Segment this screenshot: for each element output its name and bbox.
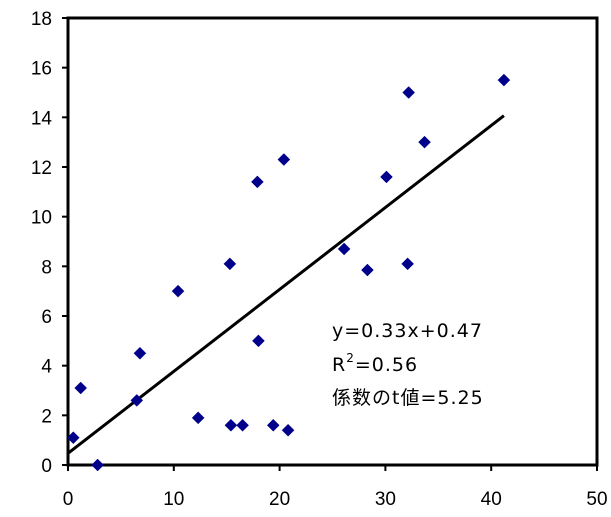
x-tick-label: 40 <box>481 489 502 510</box>
y-tick-label: 16 <box>31 59 52 80</box>
y-tick-label: 18 <box>31 9 52 30</box>
y-tick-label: 10 <box>31 208 52 229</box>
y-tick-label: 14 <box>31 108 53 129</box>
r-squared-prefix: R <box>332 354 346 376</box>
t-value-label: 係数のt値=5.25 <box>332 387 484 409</box>
y-tick-label: 12 <box>31 158 52 179</box>
x-tick-label: 10 <box>163 489 184 510</box>
x-axis-ticks: 0 10 20 30 40 50 <box>63 465 608 510</box>
y-tick-label: 2 <box>41 406 52 427</box>
equation-label: y=0.33x+0.47 <box>332 320 483 342</box>
y-tick-label: 6 <box>41 307 52 328</box>
y-tick-label: 8 <box>41 257 52 278</box>
x-tick-label: 20 <box>269 489 290 510</box>
y-tick-label: 0 <box>41 456 52 477</box>
x-tick-label: 0 <box>63 489 74 510</box>
y-axis-ticks: 0 2 4 6 8 10 12 14 16 18 <box>31 9 68 477</box>
r-squared-superscript: 2 <box>346 351 355 365</box>
r-squared-label: R2=0.56 <box>332 351 418 376</box>
r-squared-value: =0.56 <box>355 354 418 376</box>
y-tick-label: 4 <box>41 357 52 378</box>
x-tick-label: 50 <box>586 489 607 510</box>
x-tick-label: 30 <box>375 489 396 510</box>
